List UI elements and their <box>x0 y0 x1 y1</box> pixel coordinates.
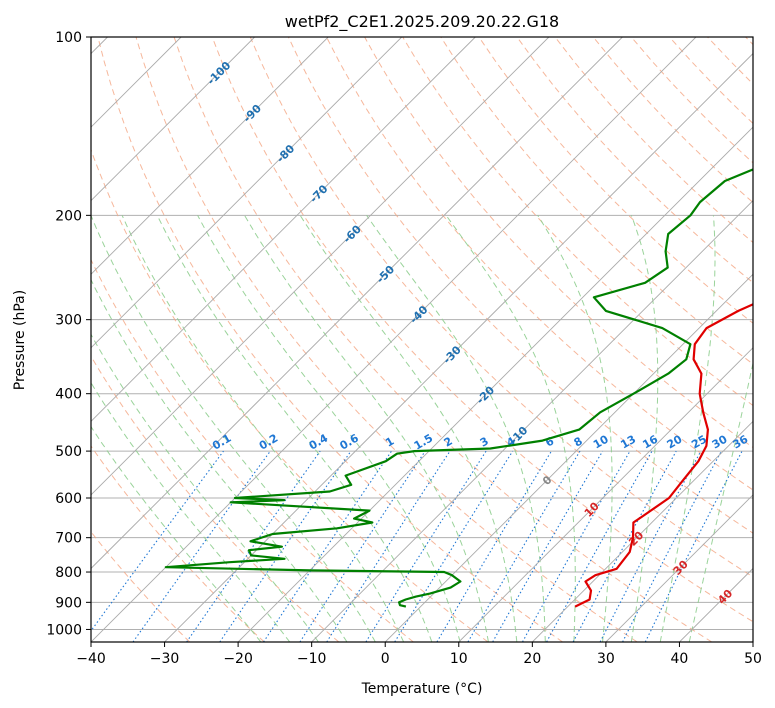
moist-adiabat-line <box>91 278 348 642</box>
moist-adiabat-line <box>537 215 613 642</box>
dewpoint-profile-line <box>164 168 753 608</box>
moist-adiabat-line <box>91 333 319 642</box>
x-tick-label: −20 <box>223 651 253 667</box>
isotherm-line <box>605 494 753 642</box>
axis-ticks: −40 −30 −20 −10 0 10 20 30 40 50 100 200 300 400 500 60… <box>46 30 762 667</box>
mixing-ratio-line <box>644 450 743 642</box>
isotherm-line <box>311 200 753 642</box>
mixing-ratio-line <box>186 450 321 642</box>
mixing-ratio-line <box>394 450 514 642</box>
mixing-ratio-line <box>299 450 426 642</box>
x-tick-label: −10 <box>297 651 327 667</box>
mixing-ratio-line <box>572 450 677 642</box>
moist-adiabat-line <box>366 215 546 642</box>
dry-adiabat-line <box>91 445 265 642</box>
profile-series <box>164 168 753 608</box>
moist-adiabat-line <box>659 215 716 642</box>
mixing-ratio-lines <box>91 450 743 642</box>
y-tick-label: 400 <box>55 387 82 403</box>
dry-adiabat-line <box>287 37 753 534</box>
x-tick-label: −40 <box>76 651 106 667</box>
y-tick-label: 900 <box>55 595 82 611</box>
isotherm-line <box>91 37 623 570</box>
y-tick-label: 200 <box>55 208 82 224</box>
x-tick-label: 0 <box>381 651 390 667</box>
x-tick-label: 40 <box>671 651 689 667</box>
moist-adiabat-line <box>197 215 461 642</box>
plot-frame <box>90 36 754 643</box>
isotherm-line <box>384 273 753 642</box>
moist-adiabat-line <box>156 215 433 642</box>
y-tick-label: 1000 <box>46 622 82 638</box>
x-tick-label: −30 <box>150 651 180 667</box>
mixing-ratio-line <box>263 450 392 642</box>
moist-adiabat-line <box>121 215 405 642</box>
isotherm-line <box>164 52 753 642</box>
dry-adiabat-line <box>97 37 563 642</box>
isotherm-line <box>91 37 550 496</box>
isotherm-line <box>91 37 697 642</box>
moist-adiabat-line <box>630 215 659 642</box>
moist-adiabats <box>91 215 753 642</box>
mixing-ratio-line <box>91 450 224 632</box>
mixing-ratio-line <box>219 450 352 642</box>
mixing-ratio-line <box>326 450 451 642</box>
y-tick-label: 700 <box>55 531 82 547</box>
isotherm-line <box>91 37 476 422</box>
mixing-ratio-line <box>522 450 631 642</box>
x-tick-label: 10 <box>450 651 468 667</box>
dry-adiabat-line <box>91 258 414 642</box>
dry-adiabats <box>91 37 753 642</box>
plot-area <box>91 37 753 642</box>
y-axis-label: Pressure (hPa) <box>12 290 28 390</box>
x-tick-label: 20 <box>523 651 541 667</box>
isotherm-line <box>91 37 329 275</box>
y-tick-label: 800 <box>55 565 82 581</box>
grid-lines <box>91 37 753 630</box>
dry-adiabat-line <box>326 37 753 491</box>
moist-adiabat-line <box>244 215 489 642</box>
dry-adiabat-line <box>211 37 753 623</box>
y-tick-label: 300 <box>55 313 82 329</box>
mixing-ratio-line <box>132 450 271 642</box>
y-tick-label: 600 <box>55 491 82 507</box>
dry-adiabat-line <box>91 355 340 642</box>
x-axis-label: Temperature (°C) <box>361 681 483 697</box>
moist-adiabat-line <box>91 425 262 642</box>
moist-adiabat-line <box>445 215 576 642</box>
dry-adiabat-line <box>173 37 713 642</box>
isotherm-line <box>91 37 255 202</box>
chart-title: wetPf2_C2E1.2025.209.20.22.G18 <box>285 12 559 32</box>
x-tick-label: 30 <box>597 651 615 667</box>
x-tick-label: 50 <box>744 651 762 667</box>
y-tick-label: 100 <box>55 30 82 46</box>
isotherm-line <box>458 347 753 642</box>
isotherm-line <box>91 37 403 349</box>
moist-adiabat-line <box>91 215 376 642</box>
temperature-profile-line <box>574 303 753 608</box>
dry-adiabat-line <box>249 37 753 578</box>
y-tick-label: 500 <box>55 444 82 460</box>
mixing-ratio-line <box>546 450 653 642</box>
isotherm-line <box>237 126 753 642</box>
